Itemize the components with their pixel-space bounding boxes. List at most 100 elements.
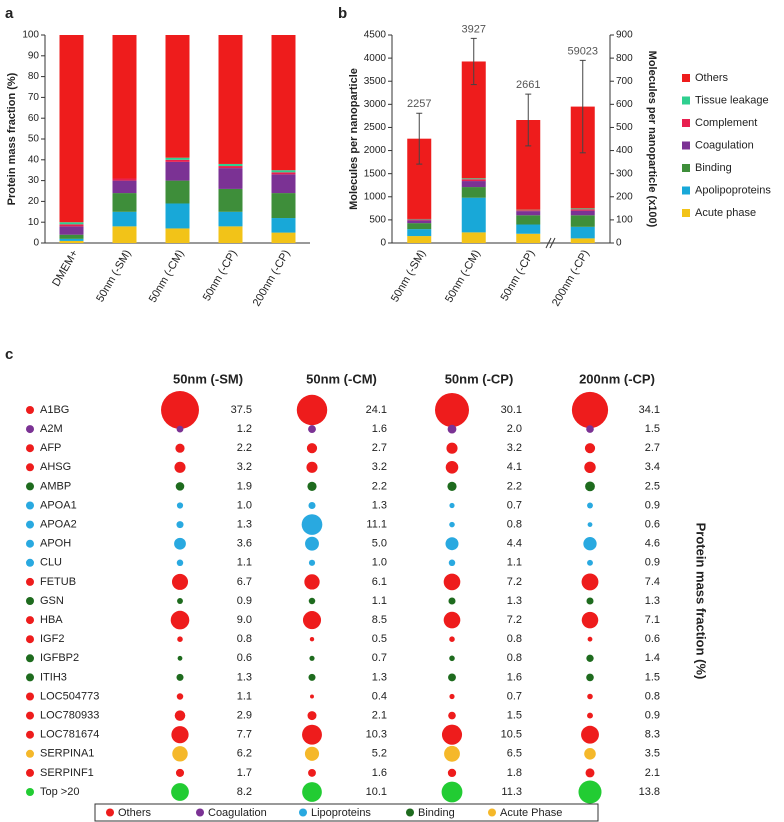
panel-label: a — [5, 5, 14, 22]
value-label: 11.3 — [501, 786, 522, 798]
value-label: 0.6 — [645, 519, 660, 531]
bar-segment — [461, 197, 486, 233]
legend-label: Lipoproteins — [311, 807, 371, 819]
value-label: 1.1 — [237, 690, 252, 702]
bubble — [175, 443, 185, 453]
bubble — [441, 781, 463, 803]
bubble — [449, 693, 455, 700]
row-marker — [26, 692, 34, 701]
bubble — [584, 748, 596, 760]
bar-segment — [59, 35, 84, 223]
value-label: 6.7 — [237, 576, 252, 588]
legend-marker — [196, 808, 204, 817]
bubble — [441, 724, 463, 745]
bar-segment — [165, 35, 190, 158]
bubble — [176, 521, 184, 529]
row-marker — [26, 463, 34, 472]
bubble — [449, 655, 455, 662]
bubble — [177, 598, 183, 604]
legend-label: Coagulation — [208, 807, 267, 819]
y-tick-label: 60 — [28, 113, 40, 124]
legend-label: Others — [695, 72, 729, 84]
bar-segment — [218, 35, 243, 164]
legend-label: Apolipoproteins — [695, 184, 771, 196]
row-marker — [26, 768, 34, 777]
bar-segment — [570, 209, 595, 211]
value-label: 13.8 — [639, 786, 660, 798]
legend-swatch — [682, 74, 690, 82]
bubble — [171, 726, 189, 744]
y2-tick-label: 500 — [616, 122, 633, 133]
bar-segment — [271, 193, 296, 219]
bubble — [305, 536, 319, 551]
bar-segment — [461, 181, 486, 188]
y-tick-label: 2500 — [364, 122, 387, 133]
row-marker — [26, 711, 34, 720]
bar-segment — [407, 220, 432, 224]
y2-tick-label: 900 — [616, 30, 633, 41]
value-label: 0.7 — [507, 499, 522, 511]
bubble — [171, 573, 189, 590]
y-tick-label: 70 — [28, 92, 40, 103]
value-label: 3.6 — [237, 538, 252, 550]
y2-tick-label: 300 — [616, 168, 633, 179]
protein-name: IGFBP2 — [40, 652, 79, 664]
value-label: 7.2 — [507, 576, 522, 588]
bubble — [176, 673, 184, 681]
value-label: 1.6 — [372, 767, 387, 779]
bubble — [447, 481, 457, 491]
protein-name: APOA1 — [40, 499, 77, 511]
value-label: 0.8 — [507, 519, 522, 531]
bubble — [310, 694, 314, 699]
bubble — [171, 783, 189, 801]
value-label: 5.0 — [372, 538, 387, 550]
column-header: 50nm (-CP) — [445, 371, 514, 386]
x-tick-label: 50nm (-CP) — [201, 248, 240, 303]
bar-segment — [112, 35, 137, 179]
value-label: 10.5 — [501, 729, 522, 741]
row-marker — [26, 406, 34, 414]
value-label: 1.1 — [507, 557, 522, 569]
y2-tick-label: 200 — [616, 191, 633, 202]
bubble — [584, 461, 596, 474]
row-marker — [26, 558, 34, 567]
bubble — [302, 611, 322, 630]
bar-segment — [59, 238, 84, 241]
legend-swatch — [682, 164, 690, 172]
protein-name: SERPINA1 — [40, 748, 94, 760]
bubble — [449, 502, 455, 509]
bar-segment — [461, 232, 486, 243]
bubble — [175, 768, 185, 777]
value-label: 1.0 — [372, 557, 387, 569]
protein-name: AHSG — [40, 461, 71, 473]
bubble — [308, 501, 316, 510]
bar-segment — [218, 168, 243, 189]
protein-name: FETUB — [40, 576, 76, 588]
value-label: 1.1 — [372, 595, 387, 607]
bubble — [177, 636, 183, 642]
total-label: 3927 — [462, 23, 486, 35]
value-label: 0.4 — [372, 690, 387, 702]
bubble — [581, 573, 599, 591]
row-marker — [26, 673, 34, 682]
bubble — [585, 481, 595, 492]
value-label: 7.7 — [237, 729, 252, 741]
value-label: 11.1 — [366, 519, 387, 531]
value-label: 1.6 — [372, 423, 387, 435]
bar-segment — [112, 178, 137, 181]
bar-segment — [112, 193, 137, 212]
protein-name: IGF2 — [40, 633, 64, 645]
value-label: 0.8 — [507, 633, 522, 645]
protein-name: LOC504773 — [40, 690, 99, 702]
protein-name: CLU — [40, 557, 62, 569]
bar-segment — [218, 188, 243, 212]
value-label: 6.2 — [237, 748, 252, 760]
value-label: 0.9 — [645, 557, 660, 569]
bar-segment — [407, 229, 432, 237]
value-label: 0.8 — [507, 652, 522, 664]
value-label: 1.3 — [237, 671, 252, 683]
value-label: 6.5 — [507, 748, 522, 760]
y-tick-label: 3000 — [364, 99, 387, 110]
value-label: 8.5 — [372, 614, 387, 626]
